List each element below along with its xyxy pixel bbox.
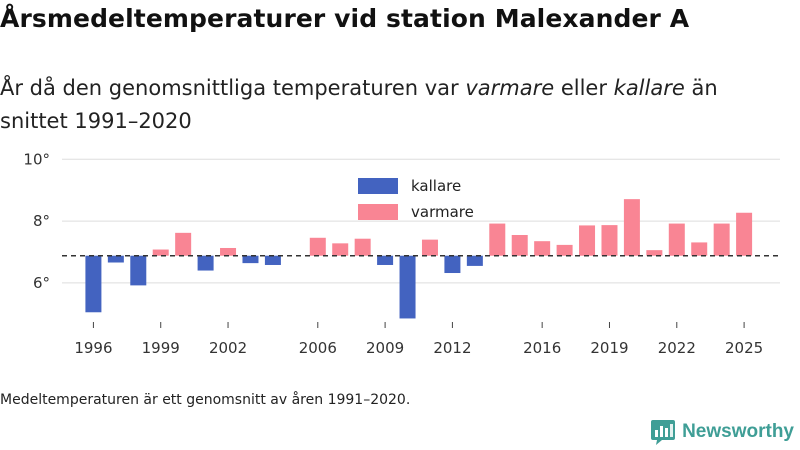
bar-warm-2023 xyxy=(691,242,708,256)
subtitle-text-1: År då den genomsnittliga temperaturen va… xyxy=(0,76,466,100)
bar-warm-2019 xyxy=(601,225,618,256)
bar-warm-2011 xyxy=(421,239,438,256)
bar-chart-logo-icon xyxy=(651,420,676,445)
bar-cold-2013 xyxy=(466,255,483,266)
x-axis: 1996 1999 2002 2006 2009 2012 2016 2019 2022 2025 xyxy=(74,322,763,357)
bar-cold-2009 xyxy=(377,255,394,265)
legend: kallare varmare xyxy=(358,177,474,221)
bar-cold-1998 xyxy=(130,255,147,286)
temperature-bar-chart: 6° 8° 10° 1996 1999 2002 2006 2009 2012 2016 2019… xyxy=(23,150,780,357)
legend-swatch-varmare xyxy=(358,204,398,220)
y-tick-label: 8° xyxy=(33,212,50,230)
subtitle-warm: varmare xyxy=(465,76,555,100)
chart-subtitle: År då den genomsnittliga temperaturen va… xyxy=(0,72,790,138)
bar-warm-2016 xyxy=(534,241,551,256)
bar-cold-2003 xyxy=(242,255,259,264)
bar-warm-2008 xyxy=(354,238,371,256)
bar-cold-2004 xyxy=(264,255,281,265)
bar-warm-2024 xyxy=(713,223,730,256)
x-tick-label: 2009 xyxy=(366,339,404,357)
subtitle-text-3: än snittet 1991–2020 xyxy=(0,76,718,133)
bar-cold-2012 xyxy=(444,255,461,274)
bar-warm-2017 xyxy=(556,244,573,256)
x-tick-label: 2012 xyxy=(433,339,471,357)
x-tick-label: 2016 xyxy=(523,339,561,357)
y-axis: 6° 8° 10° xyxy=(23,150,50,292)
bar-cold-1996 xyxy=(85,255,102,313)
brand-logo: Newsworthy xyxy=(650,418,794,446)
legend-swatch-kallare xyxy=(358,178,398,194)
bar-warm-2007 xyxy=(332,243,349,256)
subtitle-text-2: eller xyxy=(554,76,614,100)
legend-label-kallare: kallare xyxy=(411,177,461,195)
bar-warm-2018 xyxy=(579,225,596,256)
bar-warm-2006 xyxy=(309,237,326,256)
bar-warm-2014 xyxy=(489,223,506,256)
bar-warm-1999 xyxy=(152,249,169,256)
x-tick-label: 2019 xyxy=(590,339,628,357)
bars xyxy=(85,199,753,319)
bar-warm-2002 xyxy=(220,247,237,256)
bar-cold-1997 xyxy=(107,255,124,263)
grid-lines xyxy=(62,158,780,284)
chart-title: Årsmedeltemperaturer vid station Malexan… xyxy=(0,4,690,33)
bar-warm-2015 xyxy=(511,235,528,256)
y-tick-label: 10° xyxy=(23,150,50,168)
legend-label-varmare: varmare xyxy=(411,203,474,221)
x-tick-label: 2006 xyxy=(299,339,337,357)
x-tick-label: 1996 xyxy=(74,339,112,357)
bar-cold-2001 xyxy=(197,255,214,271)
bar-warm-2025 xyxy=(736,212,753,256)
x-tick-label: 2002 xyxy=(209,339,247,357)
footnote: Medeltemperaturen är ett genomsnitt av å… xyxy=(0,392,411,408)
bar-warm-2021 xyxy=(646,250,663,256)
brand-name: Newsworthy xyxy=(682,421,794,442)
y-tick-label: 6° xyxy=(33,274,50,292)
subtitle-cold: kallare xyxy=(613,76,685,100)
bar-warm-2022 xyxy=(668,223,685,256)
bar-cold-2010 xyxy=(399,255,416,319)
bar-warm-2020 xyxy=(623,199,640,256)
x-tick-label: 2025 xyxy=(725,339,763,357)
x-tick-label: 2022 xyxy=(658,339,696,357)
bar-warm-2000 xyxy=(175,232,192,256)
x-tick-label: 1999 xyxy=(142,339,180,357)
